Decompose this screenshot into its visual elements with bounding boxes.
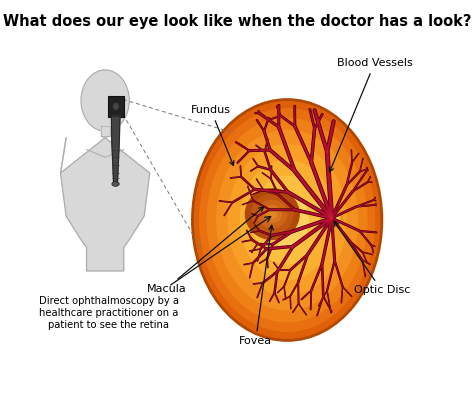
Ellipse shape xyxy=(251,194,294,234)
Ellipse shape xyxy=(252,175,322,264)
Ellipse shape xyxy=(112,182,119,186)
Ellipse shape xyxy=(199,108,375,332)
Ellipse shape xyxy=(207,118,368,322)
Text: Direct ophthalmoscopy by a
healthcare practitioner on a
patient to see the retin: Direct ophthalmoscopy by a healthcare pr… xyxy=(39,296,179,330)
Ellipse shape xyxy=(325,212,338,224)
FancyBboxPatch shape xyxy=(108,96,124,117)
Polygon shape xyxy=(100,126,109,136)
Ellipse shape xyxy=(192,99,382,340)
Polygon shape xyxy=(61,138,150,271)
Ellipse shape xyxy=(267,209,277,219)
Text: Blood Vessels: Blood Vessels xyxy=(329,58,412,172)
Ellipse shape xyxy=(245,188,300,240)
Ellipse shape xyxy=(327,214,336,222)
Ellipse shape xyxy=(320,208,343,228)
Text: Fovea: Fovea xyxy=(239,225,273,346)
Polygon shape xyxy=(111,116,120,185)
Text: Fundus: Fundus xyxy=(191,105,234,165)
Text: Optic Disc: Optic Disc xyxy=(334,222,410,296)
Ellipse shape xyxy=(112,103,119,110)
Ellipse shape xyxy=(240,160,335,280)
Ellipse shape xyxy=(329,216,334,220)
Ellipse shape xyxy=(265,192,309,248)
Ellipse shape xyxy=(323,210,341,226)
Text: What does our eye look like when the doctor has a look?: What does our eye look like when the doc… xyxy=(3,15,471,29)
Ellipse shape xyxy=(216,130,358,310)
Ellipse shape xyxy=(81,70,129,131)
Ellipse shape xyxy=(257,200,287,228)
Ellipse shape xyxy=(228,144,347,296)
Ellipse shape xyxy=(263,205,282,223)
Ellipse shape xyxy=(276,206,299,235)
Text: Macula: Macula xyxy=(146,207,264,294)
